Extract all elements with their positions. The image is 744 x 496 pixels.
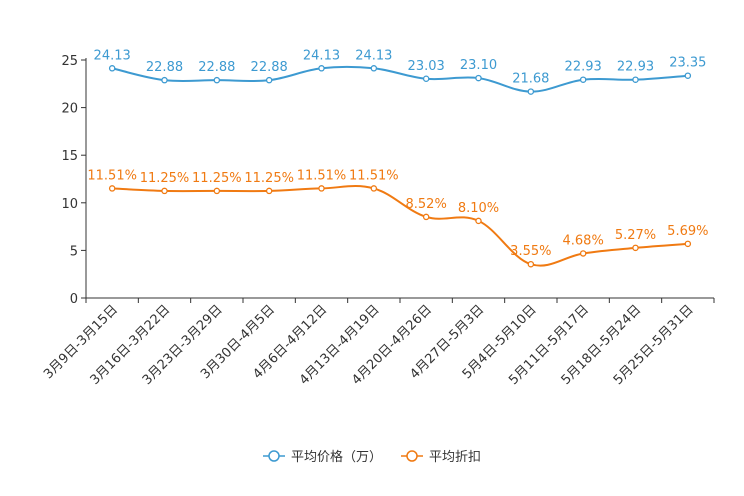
- data-point: [579, 76, 587, 83]
- legend-label: 平均折扣: [429, 450, 481, 465]
- data-point: [632, 76, 639, 83]
- data-point: [161, 76, 168, 84]
- data-label: 11.51%: [87, 168, 137, 183]
- data-label: 24.13: [355, 48, 392, 63]
- data-label: 11.25%: [140, 171, 190, 186]
- data-point: [265, 76, 273, 84]
- data-label: 22.88: [251, 60, 288, 75]
- data-point: [422, 213, 430, 221]
- data-point: [265, 187, 273, 195]
- series-layer: 24.13 22.88 22.88 22.88 24.13 24.13 23.03 23.10…: [87, 48, 708, 268]
- data-point: [161, 187, 168, 195]
- data-label: 22.88: [198, 60, 235, 75]
- data-label: 3.55%: [510, 244, 551, 259]
- data-label: 11.25%: [192, 171, 242, 186]
- data-point: [108, 185, 116, 192]
- data-label: 11.25%: [244, 171, 294, 186]
- data-label: 21.68: [512, 72, 549, 87]
- data-point: [370, 65, 378, 72]
- y-tick-label: 10: [61, 197, 78, 212]
- legend-marker: [268, 450, 280, 462]
- data-label: 11.51%: [349, 168, 399, 183]
- data-label: 5.27%: [615, 228, 656, 243]
- y-tick-label: 5: [70, 244, 78, 259]
- data-point: [527, 88, 535, 95]
- data-point: [475, 217, 482, 225]
- data-point: [684, 240, 692, 248]
- series-1: 11.51% 11.25% 11.25% 11.25% 11.51% 11.51%8.52…: [87, 168, 708, 268]
- data-label: 11.51%: [297, 168, 347, 183]
- data-label: 8.10%: [458, 201, 499, 216]
- data-label: 23.03: [408, 59, 445, 74]
- data-label: 24.13: [303, 48, 340, 63]
- data-point: [370, 185, 378, 192]
- axes: 05101520253月9日-3月15日3月16日-3月22日3月23日-3月2…: [41, 54, 715, 388]
- data-point: [579, 250, 587, 257]
- data-label: 22.93: [565, 60, 602, 75]
- data-point: [475, 74, 482, 82]
- data-point: [684, 72, 692, 79]
- y-tick-label: 25: [61, 54, 78, 69]
- legend-item-1[interactable]: 平均折扣: [401, 450, 481, 465]
- data-label: 24.13: [94, 48, 131, 63]
- series-line: [112, 185, 688, 267]
- series-line: [111, 65, 688, 93]
- y-tick-label: 0: [70, 292, 78, 307]
- data-label: 22.88: [146, 60, 183, 75]
- data-point: [213, 76, 221, 84]
- legend-label: 平均价格（万）: [291, 449, 382, 465]
- y-tick-label: 15: [61, 149, 78, 164]
- data-point: [527, 260, 535, 268]
- series-0: 24.13 22.88 22.88 22.88 24.13 24.13 23.03 23.10…: [94, 48, 706, 95]
- data-label: 8.52%: [406, 197, 447, 212]
- legend: 平均价格（万） 平均折扣: [263, 449, 481, 465]
- data-point: [108, 65, 116, 72]
- data-point: [632, 244, 639, 252]
- legend-marker: [406, 450, 418, 462]
- data-label: 22.93: [617, 60, 654, 75]
- data-label: 23.10: [460, 58, 497, 73]
- y-tick-label: 20: [61, 102, 78, 117]
- legend-item-0[interactable]: 平均价格（万）: [263, 449, 382, 465]
- data-point: [422, 75, 430, 83]
- data-point: [318, 65, 325, 72]
- data-label: 4.68%: [563, 233, 604, 248]
- data-label: 23.35: [669, 56, 706, 71]
- data-point: [318, 185, 325, 192]
- data-label: 5.69%: [667, 224, 708, 239]
- data-point: [213, 187, 221, 195]
